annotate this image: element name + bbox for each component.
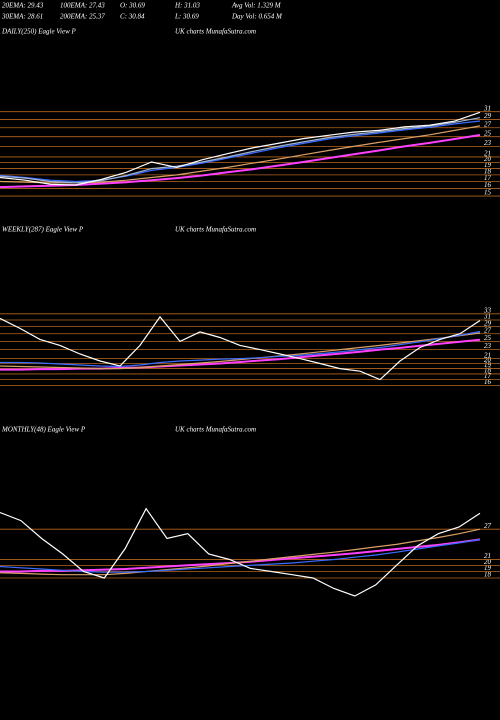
header-stat: O: 30.69 xyxy=(120,2,145,10)
panel-title: WEEKLY(287) Eagle View P xyxy=(2,226,84,234)
y-tick-label: 18 xyxy=(484,571,492,579)
header-stat: H: 31.03 xyxy=(174,2,200,10)
y-tick-label: 18 xyxy=(484,367,492,375)
watermark: UK charts MunafaSutra.com xyxy=(175,426,256,434)
price-line xyxy=(0,332,481,370)
y-tick-label: 31 xyxy=(483,104,491,112)
y-tick-label: 20 xyxy=(484,558,492,566)
y-tick-label: 20 xyxy=(484,155,492,163)
y-tick-label: 21 xyxy=(484,351,491,359)
y-tick-label: 16 xyxy=(484,378,492,386)
price-line xyxy=(0,111,481,186)
price-line xyxy=(0,117,481,184)
y-tick-label: 16 xyxy=(484,181,492,189)
watermark: UK charts MunafaSutra.com xyxy=(175,226,256,234)
y-tick-label: 27 xyxy=(484,522,492,530)
y-tick-label: 18 xyxy=(484,167,492,175)
y-tick-label: 19 xyxy=(484,361,492,369)
header-stat: 20EMA: 29.43 xyxy=(2,2,44,10)
price-line xyxy=(0,507,481,597)
header-stat: Day Vol: 0.654 M xyxy=(231,13,283,21)
header-stat: 30EMA: 28.61 xyxy=(1,13,43,21)
price-line xyxy=(0,528,481,576)
watermark: UK charts MunafaSutra.com xyxy=(175,28,256,36)
price-line xyxy=(0,330,481,368)
header-stat: 200EMA: 25.37 xyxy=(60,13,105,21)
y-tick-label: 25 xyxy=(484,129,492,137)
y-tick-label: 21 xyxy=(484,552,491,560)
y-tick-label: 23 xyxy=(484,342,492,350)
header-stat: Avg Vol: 1.329 M xyxy=(231,2,282,10)
price-line xyxy=(0,315,481,381)
y-tick-label: 33 xyxy=(483,306,492,314)
price-line xyxy=(0,120,481,183)
panel-title: DAILY(250) Eagle View P xyxy=(1,28,77,36)
y-tick-label: 25 xyxy=(484,334,492,342)
y-tick-label: 21 xyxy=(484,150,491,158)
y-tick-label: 29 xyxy=(484,319,492,327)
price-line xyxy=(0,538,481,573)
y-tick-label: 19 xyxy=(484,564,492,572)
y-tick-label: 31 xyxy=(483,313,491,321)
y-tick-label: 27 xyxy=(484,120,492,128)
y-tick-label: 15 xyxy=(484,189,492,197)
y-tick-label: 17 xyxy=(484,174,492,182)
y-tick-label: 29 xyxy=(484,112,492,120)
y-tick-label: 19 xyxy=(484,161,492,169)
y-tick-label: 27 xyxy=(484,326,492,334)
header-stat: 100EMA: 27.43 xyxy=(60,2,105,10)
y-tick-label: 17 xyxy=(484,372,492,380)
header-stat: C: 30.84 xyxy=(120,13,145,21)
panel-title: MONTHLY(48) Eagle View P xyxy=(1,426,86,434)
price-line xyxy=(0,134,481,189)
y-tick-label: 20 xyxy=(484,356,492,364)
header-stat: L: 30.69 xyxy=(174,13,199,21)
y-tick-label: 23 xyxy=(484,139,492,147)
